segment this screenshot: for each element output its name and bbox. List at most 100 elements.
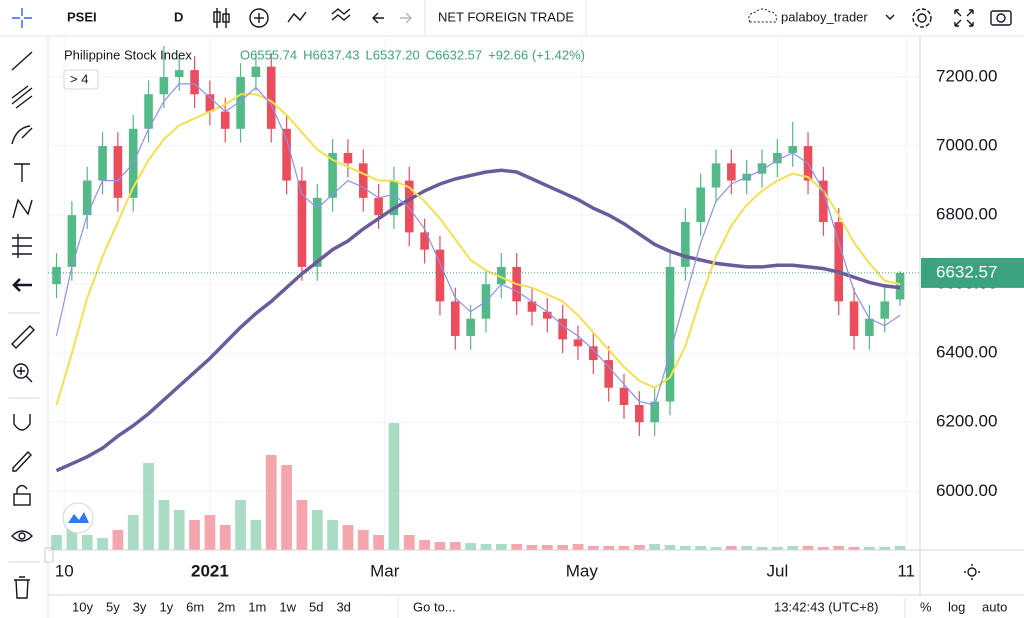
- candle-body: [727, 163, 736, 181]
- brush-icon[interactable]: [11, 125, 33, 145]
- candle-body: [52, 266, 61, 285]
- volume-bar: [311, 510, 323, 550]
- volume-bar: [833, 546, 845, 550]
- trendline-icon[interactable]: [11, 51, 33, 71]
- candle-body: [190, 70, 199, 95]
- range-button[interactable]: 1y: [159, 599, 173, 614]
- volume-bar: [204, 515, 216, 550]
- pattern-icon[interactable]: [12, 198, 33, 219]
- goto-button[interactable]: Go to...: [413, 599, 456, 614]
- zoom-icon[interactable]: [13, 363, 33, 383]
- crosshair-icon[interactable]: [12, 8, 32, 28]
- range-button[interactable]: 5d: [309, 599, 323, 614]
- price-label-box: [921, 257, 1024, 288]
- volume-bar: [357, 530, 369, 550]
- volume-bar: [511, 544, 523, 550]
- x-tick-label: 11: [897, 561, 915, 580]
- collapse-button[interactable]: [63, 69, 99, 90]
- range-button[interactable]: 3y: [133, 599, 147, 614]
- text-icon[interactable]: [14, 163, 30, 182]
- candle-body: [696, 187, 705, 223]
- ruler-icon[interactable]: [11, 325, 35, 349]
- candle-body: [420, 232, 429, 250]
- magnet-icon[interactable]: [13, 414, 31, 431]
- interval[interactable]: D: [174, 9, 183, 24]
- volume-bar: [741, 546, 753, 550]
- volume-bar: [603, 546, 615, 550]
- candle-body: [497, 266, 506, 285]
- volume-bar: [649, 544, 661, 550]
- volume-bar: [802, 546, 814, 550]
- candle-body: [174, 70, 184, 78]
- volume-bar: [127, 515, 139, 550]
- volume-bar: [848, 547, 860, 550]
- range-button[interactable]: 1m: [248, 599, 266, 614]
- ma-line: [55, 83, 901, 406]
- fib-icon[interactable]: [11, 85, 33, 109]
- compare-icon[interactable]: [287, 11, 307, 23]
- cloud-icon[interactable]: [748, 8, 777, 23]
- x-tick-label: Jul: [766, 561, 788, 580]
- chart-style-icon[interactable]: [213, 8, 230, 28]
- volume-bar: [633, 545, 645, 550]
- range-button[interactable]: 5y: [106, 599, 120, 614]
- watermark-logo: [62, 502, 94, 534]
- candle-body: [98, 146, 107, 181]
- volume-bar: [66, 525, 78, 550]
- log-toggle[interactable]: log: [948, 599, 965, 614]
- lock-icon[interactable]: [13, 484, 31, 506]
- volume-bar: [818, 547, 829, 550]
- volume-bar: [465, 543, 476, 550]
- candle-body: [144, 94, 153, 129]
- candle-body: [527, 301, 537, 312]
- prediction-icon[interactable]: [12, 234, 32, 258]
- volume-bar: [327, 520, 338, 550]
- user[interactable]: palaboy_trader: [781, 9, 868, 24]
- axis-settings-icon[interactable]: [964, 564, 980, 580]
- range-button[interactable]: 3d: [336, 599, 350, 614]
- collapse-label[interactable]: > 4: [70, 71, 88, 86]
- candle-body: [849, 301, 859, 336]
- candle-body: [635, 404, 644, 423]
- percent-toggle[interactable]: %: [920, 599, 932, 614]
- legend-ohlc: O6555.74 H6637.43 L6537.20 C6632.57 +92.66 (…: [240, 47, 585, 62]
- range-button[interactable]: 1w: [279, 599, 296, 614]
- fullscreen-icon[interactable]: [954, 9, 974, 27]
- add-icon[interactable]: [249, 8, 269, 28]
- candle-body: [236, 77, 245, 129]
- snapshot-icon[interactable]: [990, 10, 1012, 26]
- candle-body: [834, 222, 844, 302]
- redo-icon[interactable]: [400, 12, 412, 24]
- volume-bar: [572, 544, 584, 550]
- indicators-icon[interactable]: [331, 8, 351, 21]
- volume-bar: [710, 547, 722, 550]
- dropdown-icon[interactable]: [885, 14, 895, 20]
- volume-bar: [403, 535, 415, 550]
- symbol[interactable]: PSEI: [67, 9, 97, 24]
- volume-bar: [756, 547, 768, 550]
- eye-icon[interactable]: [11, 530, 33, 542]
- plot-area: [48, 38, 920, 550]
- back-icon[interactable]: [12, 278, 32, 292]
- collapse-toggle[interactable]: [44, 547, 54, 563]
- x-tick-label: 10: [55, 561, 74, 580]
- indicator-button[interactable]: NET FOREIGN TRADE: [438, 9, 574, 24]
- legend-ohlc-value: O6555.74: [240, 47, 297, 62]
- trash-icon[interactable]: [14, 576, 30, 599]
- volume-bar: [771, 547, 783, 550]
- candle-body: [251, 66, 261, 78]
- settings-icon[interactable]: [912, 8, 932, 28]
- lock-draw-icon[interactable]: [12, 450, 32, 472]
- range-button[interactable]: 2m: [217, 599, 235, 614]
- undo-icon[interactable]: [372, 12, 384, 24]
- volume-bar: [158, 500, 170, 550]
- candle-body: [328, 152, 337, 198]
- x-tick-label: Mar: [370, 561, 400, 580]
- auto-toggle[interactable]: auto: [982, 599, 1007, 614]
- range-button[interactable]: 6m: [186, 599, 204, 614]
- volume-bar: [143, 463, 154, 550]
- range-button[interactable]: 10y: [72, 599, 93, 614]
- candle-body: [205, 94, 215, 112]
- volume-bar: [219, 525, 231, 550]
